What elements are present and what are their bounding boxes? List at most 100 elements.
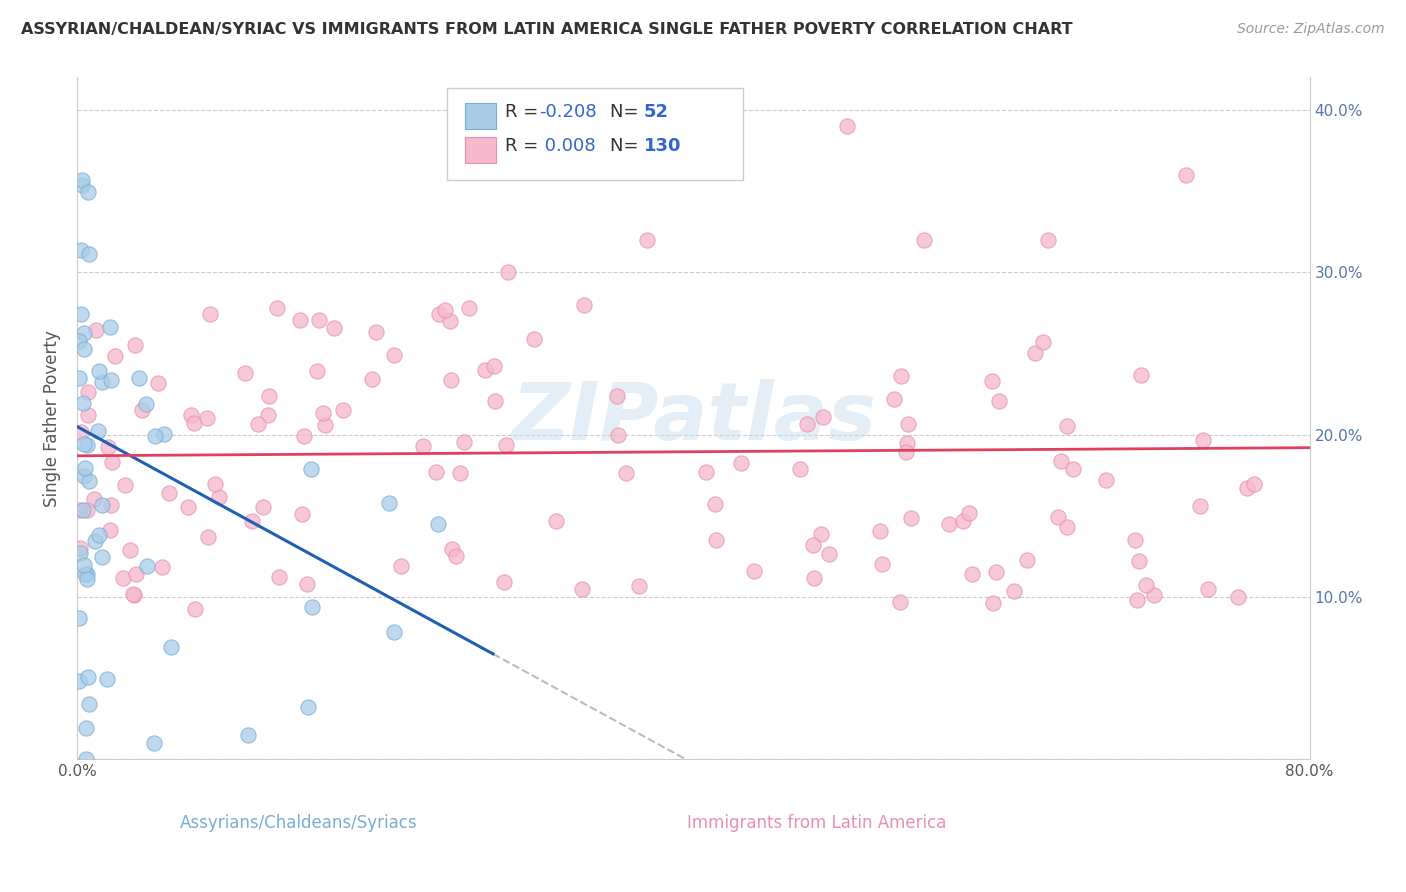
Point [382,348,405,362]
Point [449,466,471,480]
Point [810,527,832,541]
Point [1050,453,1073,467]
Point [180,409,202,423]
Point [1129,368,1152,382]
Point [523,332,546,346]
Point [246,417,269,431]
Point [1036,233,1059,247]
Point [124,338,146,352]
Point [69,546,91,560]
Text: 52: 52 [644,103,669,120]
Point [869,524,891,538]
FancyBboxPatch shape [465,103,496,128]
Point [1128,554,1150,568]
Point [73,342,96,356]
Point [439,313,461,327]
Point [297,577,319,591]
Point [77,670,100,684]
Point [440,373,463,387]
Point [704,533,727,548]
Point [69,541,91,555]
Point [695,465,717,479]
Point [67,611,90,625]
Point [77,385,100,400]
FancyBboxPatch shape [447,87,742,180]
Point [288,313,311,327]
Point [98,524,121,538]
Point [73,460,96,475]
Point [912,233,935,247]
Point [900,511,922,525]
Point [131,403,153,417]
Point [76,438,98,452]
Point [1056,418,1078,433]
Point [384,624,406,639]
Y-axis label: Single Father Poverty: Single Father Poverty [44,330,60,507]
Point [837,119,859,133]
Point [86,424,108,438]
Point [83,534,105,549]
Point [153,427,176,442]
Point [1125,533,1147,547]
Point [984,565,1007,579]
Point [198,307,221,321]
Point [67,334,90,348]
Point [257,389,280,403]
Point [938,516,960,531]
Point [1047,510,1070,524]
FancyBboxPatch shape [465,136,496,162]
Point [72,396,94,410]
Text: ASSYRIAN/CHALDEAN/SYRIAC VS IMMIGRANTS FROM LATIN AMERICA SINGLE FATHER POVERTY : ASSYRIAN/CHALDEAN/SYRIAC VS IMMIGRANTS F… [21,22,1073,37]
Point [77,475,100,489]
Point [312,406,335,420]
Point [803,571,825,585]
Point [1243,476,1265,491]
Point [571,582,593,597]
Point [90,550,112,565]
Point [627,579,650,593]
Point [233,367,256,381]
Point [91,375,114,389]
Point [1002,584,1025,599]
Point [150,560,173,574]
Point [494,575,516,590]
Point [606,389,628,403]
Point [426,517,449,532]
Point [366,326,388,340]
Point [70,243,93,257]
Point [104,349,127,363]
Point [988,394,1011,409]
Point [983,597,1005,611]
Text: ZIPatlas: ZIPatlas [510,379,876,458]
Point [177,500,200,514]
Point [981,374,1004,388]
Point [72,468,94,483]
Text: R =: R = [505,136,544,154]
Point [495,438,517,452]
Point [69,425,91,439]
Point [742,564,765,578]
Point [77,247,100,261]
Point [101,454,124,468]
Point [267,570,290,584]
Point [1056,519,1078,533]
Point [607,428,630,442]
Text: -0.208: -0.208 [540,103,598,120]
Point [1017,552,1039,566]
Text: N=: N= [609,103,644,120]
Point [76,572,98,586]
Point [236,728,259,742]
Point [76,566,98,581]
Point [207,491,229,505]
Point [389,559,412,574]
Point [299,462,322,476]
Point [1236,481,1258,495]
Point [89,364,111,378]
Point [896,436,918,450]
Point [266,301,288,316]
Point [1175,168,1198,182]
Point [77,697,100,711]
Point [730,456,752,470]
Point [425,465,447,479]
Point [76,503,98,517]
